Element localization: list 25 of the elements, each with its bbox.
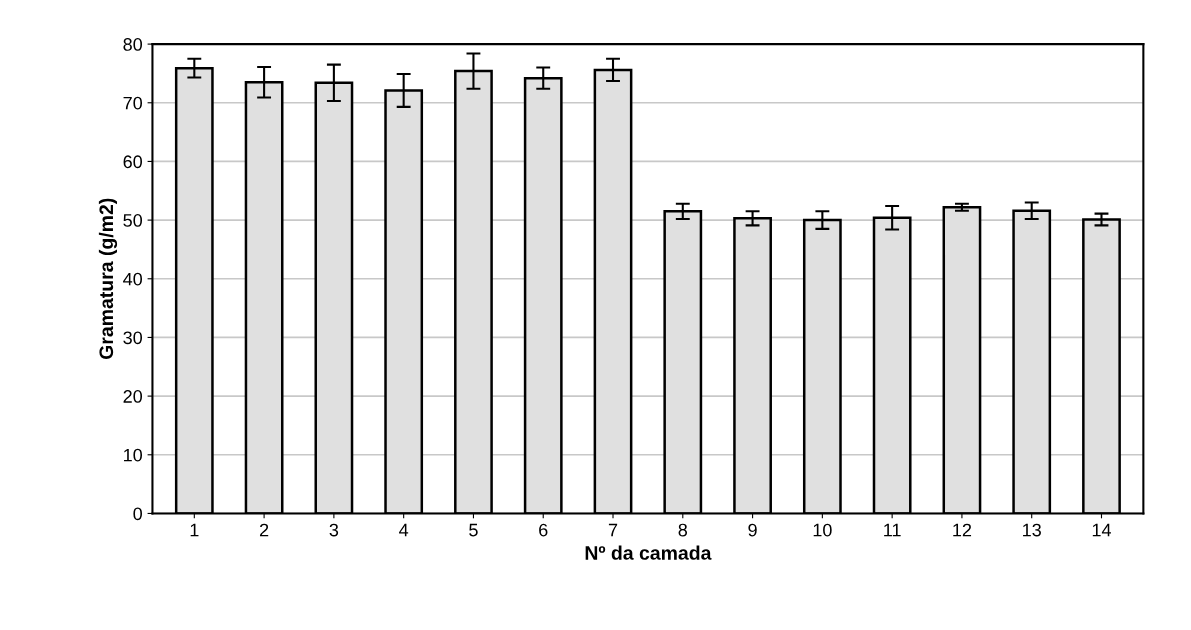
y-tick-label: 70 [123,96,143,110]
x-tick-label: 1 [190,523,199,537]
x-tick-label: 11 [884,523,901,537]
x-tick-label: 13 [1023,523,1041,537]
y-tick-label: 0 [133,507,143,521]
y-tick-label: 60 [123,155,143,169]
x-tick-label: 2 [259,523,269,537]
x-tick-label: 3 [329,523,339,537]
y-tick-label: 10 [124,448,143,462]
y-tick-label: 80 [123,38,143,51]
x-tick-label: 14 [1092,523,1111,537]
x-tick-label: 10 [813,523,832,537]
y-tick-label: 40 [123,272,143,286]
y-tick-label: 30 [123,331,143,345]
x-tick-label: 4 [399,523,409,537]
x-tick-label: 9 [748,523,757,537]
y-tick-label: 50 [123,214,143,227]
x-tick-label: 12 [953,523,972,537]
x-tick-label: 6 [539,523,548,537]
x-tick-label: 7 [608,523,618,537]
x-axis-title: Nº da camada [585,545,712,560]
y-tick-label: 20 [123,390,143,403]
x-tick-label: 5 [469,523,478,537]
x-tick-label: 8 [678,523,688,537]
y-axis-title: Gramatura (g/m2) [98,198,118,360]
